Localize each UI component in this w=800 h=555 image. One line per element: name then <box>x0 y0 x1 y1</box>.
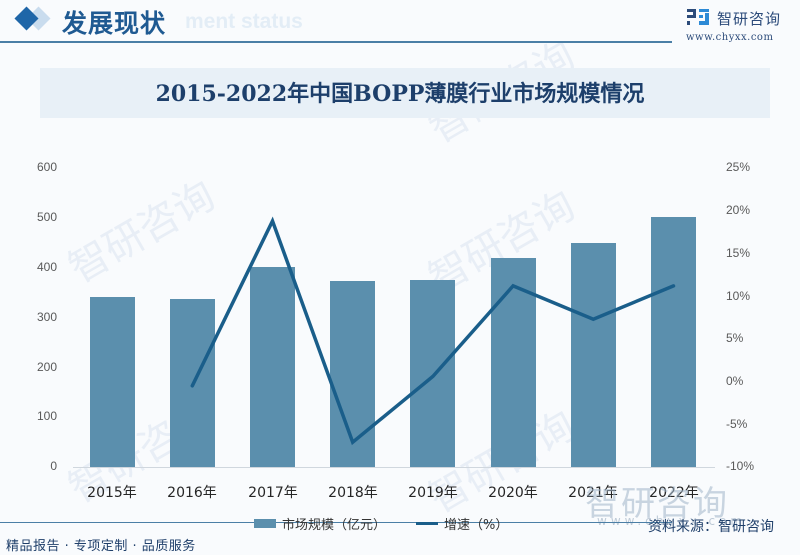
bar <box>651 216 696 467</box>
watermark-url: www.chyxx.com <box>597 514 747 528</box>
left-axis-tick: 300 <box>36 310 57 324</box>
section-header: ment status 发展现状 <box>0 0 800 44</box>
x-axis-label: 2018年 <box>328 485 378 501</box>
bar <box>330 281 376 467</box>
legend-line-label: 增速（%） <box>444 517 509 533</box>
header-divider <box>0 41 672 43</box>
legend-bar-swatch <box>254 518 276 528</box>
chart-legend: 市场规模（亿元） 增速（%） <box>254 513 508 533</box>
x-axis-label: 2022年 <box>649 485 699 501</box>
left-axis-tick: 0 <box>50 459 57 473</box>
watermark-logo: 智研咨询 <box>585 484 729 524</box>
x-axis-label: 2020年 <box>488 485 538 501</box>
growth-line <box>190 216 676 446</box>
x-axis-label: 2015年 <box>87 485 137 501</box>
x-axis-label: 2019年 <box>408 485 458 501</box>
legend-line-swatch <box>416 521 439 525</box>
left-axis-tick: 200 <box>36 360 57 374</box>
left-axis-tick: 400 <box>36 260 57 274</box>
left-axis-tick: 100 <box>36 409 57 423</box>
x-axis-label: 2017年 <box>248 485 298 501</box>
right-axis-tick: 15% <box>726 246 751 260</box>
section-title: 发展现状 <box>62 9 167 38</box>
right-axis-tick: 0% <box>726 374 744 388</box>
brand-logo-icon <box>687 9 709 25</box>
chart-title: 2015-2022年中国BOPP薄膜行业市场规模情况 <box>155 81 645 107</box>
footer-divider <box>0 522 672 523</box>
bar <box>89 297 135 467</box>
right-axis-tick: 10% <box>726 289 751 303</box>
right-axis-tick: -10% <box>726 459 755 473</box>
legend-bar-label: 市场规模（亿元） <box>282 517 387 533</box>
bar <box>570 242 616 467</box>
brand-name: 智研咨询 <box>717 10 782 28</box>
brand-url: www.chyxx.com <box>686 32 774 43</box>
chart-title-band <box>40 68 770 118</box>
left-axis-tick: 500 <box>36 210 57 224</box>
section-subtitle: ment status <box>185 10 303 33</box>
x-axis-line <box>73 467 715 468</box>
right-axis-tick: 5% <box>726 331 744 345</box>
source-note: 资料来源：智研咨询 <box>648 519 774 535</box>
bar <box>250 266 295 467</box>
footer-tagline: 精品报告 · 专项定制 · 品质服务 <box>6 539 196 554</box>
x-axis-label: 2021年 <box>568 485 618 501</box>
brand-logo-block: 智研咨询 www.chyxx.com <box>684 5 800 45</box>
bar <box>410 280 456 467</box>
right-axis-tick: 20% <box>726 203 751 217</box>
right-axis-tick: 25% <box>726 160 751 174</box>
left-axis-tick: 600 <box>36 160 57 174</box>
right-axis-tick: -5% <box>726 417 748 431</box>
x-axis-label: 2016年 <box>167 485 217 501</box>
